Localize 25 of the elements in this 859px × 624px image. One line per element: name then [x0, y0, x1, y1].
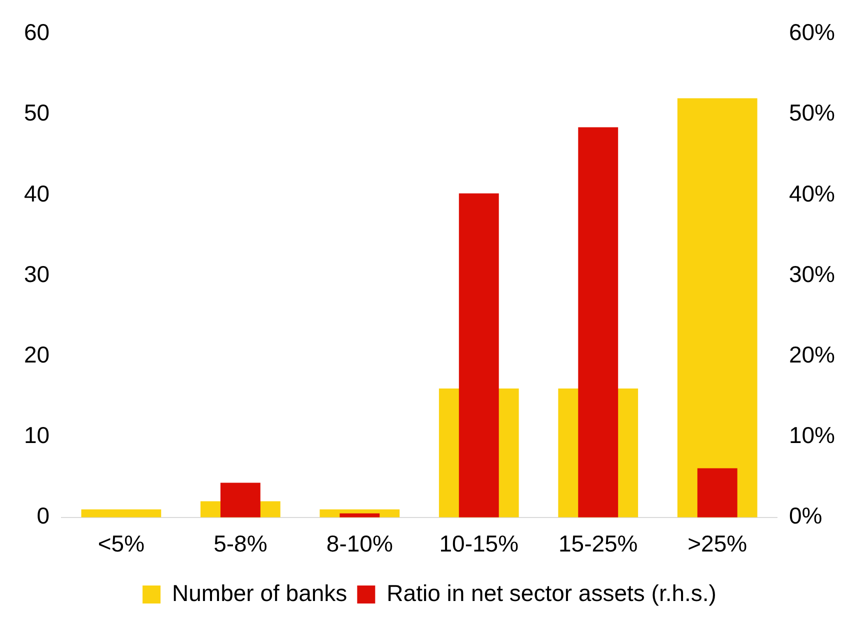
y-tick-label: 40	[24, 180, 50, 206]
bar	[697, 468, 738, 518]
y2-tick-label: 30%	[788, 260, 836, 287]
x-tick-label: 10-15%	[439, 530, 519, 557]
x-tick-label: <5%	[98, 530, 145, 557]
x-tick-label: 5-8%	[214, 530, 268, 557]
y2-tick-label: 50%	[788, 100, 836, 126]
y2-tick-label: 20%	[788, 342, 836, 368]
x-tick-label: 15-25%	[558, 530, 638, 557]
bar	[81, 509, 162, 518]
x-tick-label: >25%	[688, 530, 748, 557]
y2-tick-label: 0%	[788, 502, 822, 529]
y2-tick-label: 10%	[788, 422, 836, 448]
y-tick-label: 20	[24, 342, 50, 368]
y-tick-label: 30	[24, 260, 50, 287]
x-tick-label: 8-10%	[326, 530, 393, 557]
y2-tick-label: 40%	[788, 180, 836, 206]
y-tick-label: 10	[24, 422, 50, 448]
legend-label: Ratio in net sector assets (r.h.s.)	[386, 580, 716, 606]
y-tick-label: 0	[36, 502, 50, 529]
y2-tick-label: 60%	[788, 19, 836, 46]
legend-label: Number of banks	[172, 580, 348, 606]
y-tick-label: 50	[24, 100, 50, 126]
y-tick-label: 60	[24, 19, 50, 46]
bar	[677, 98, 758, 518]
